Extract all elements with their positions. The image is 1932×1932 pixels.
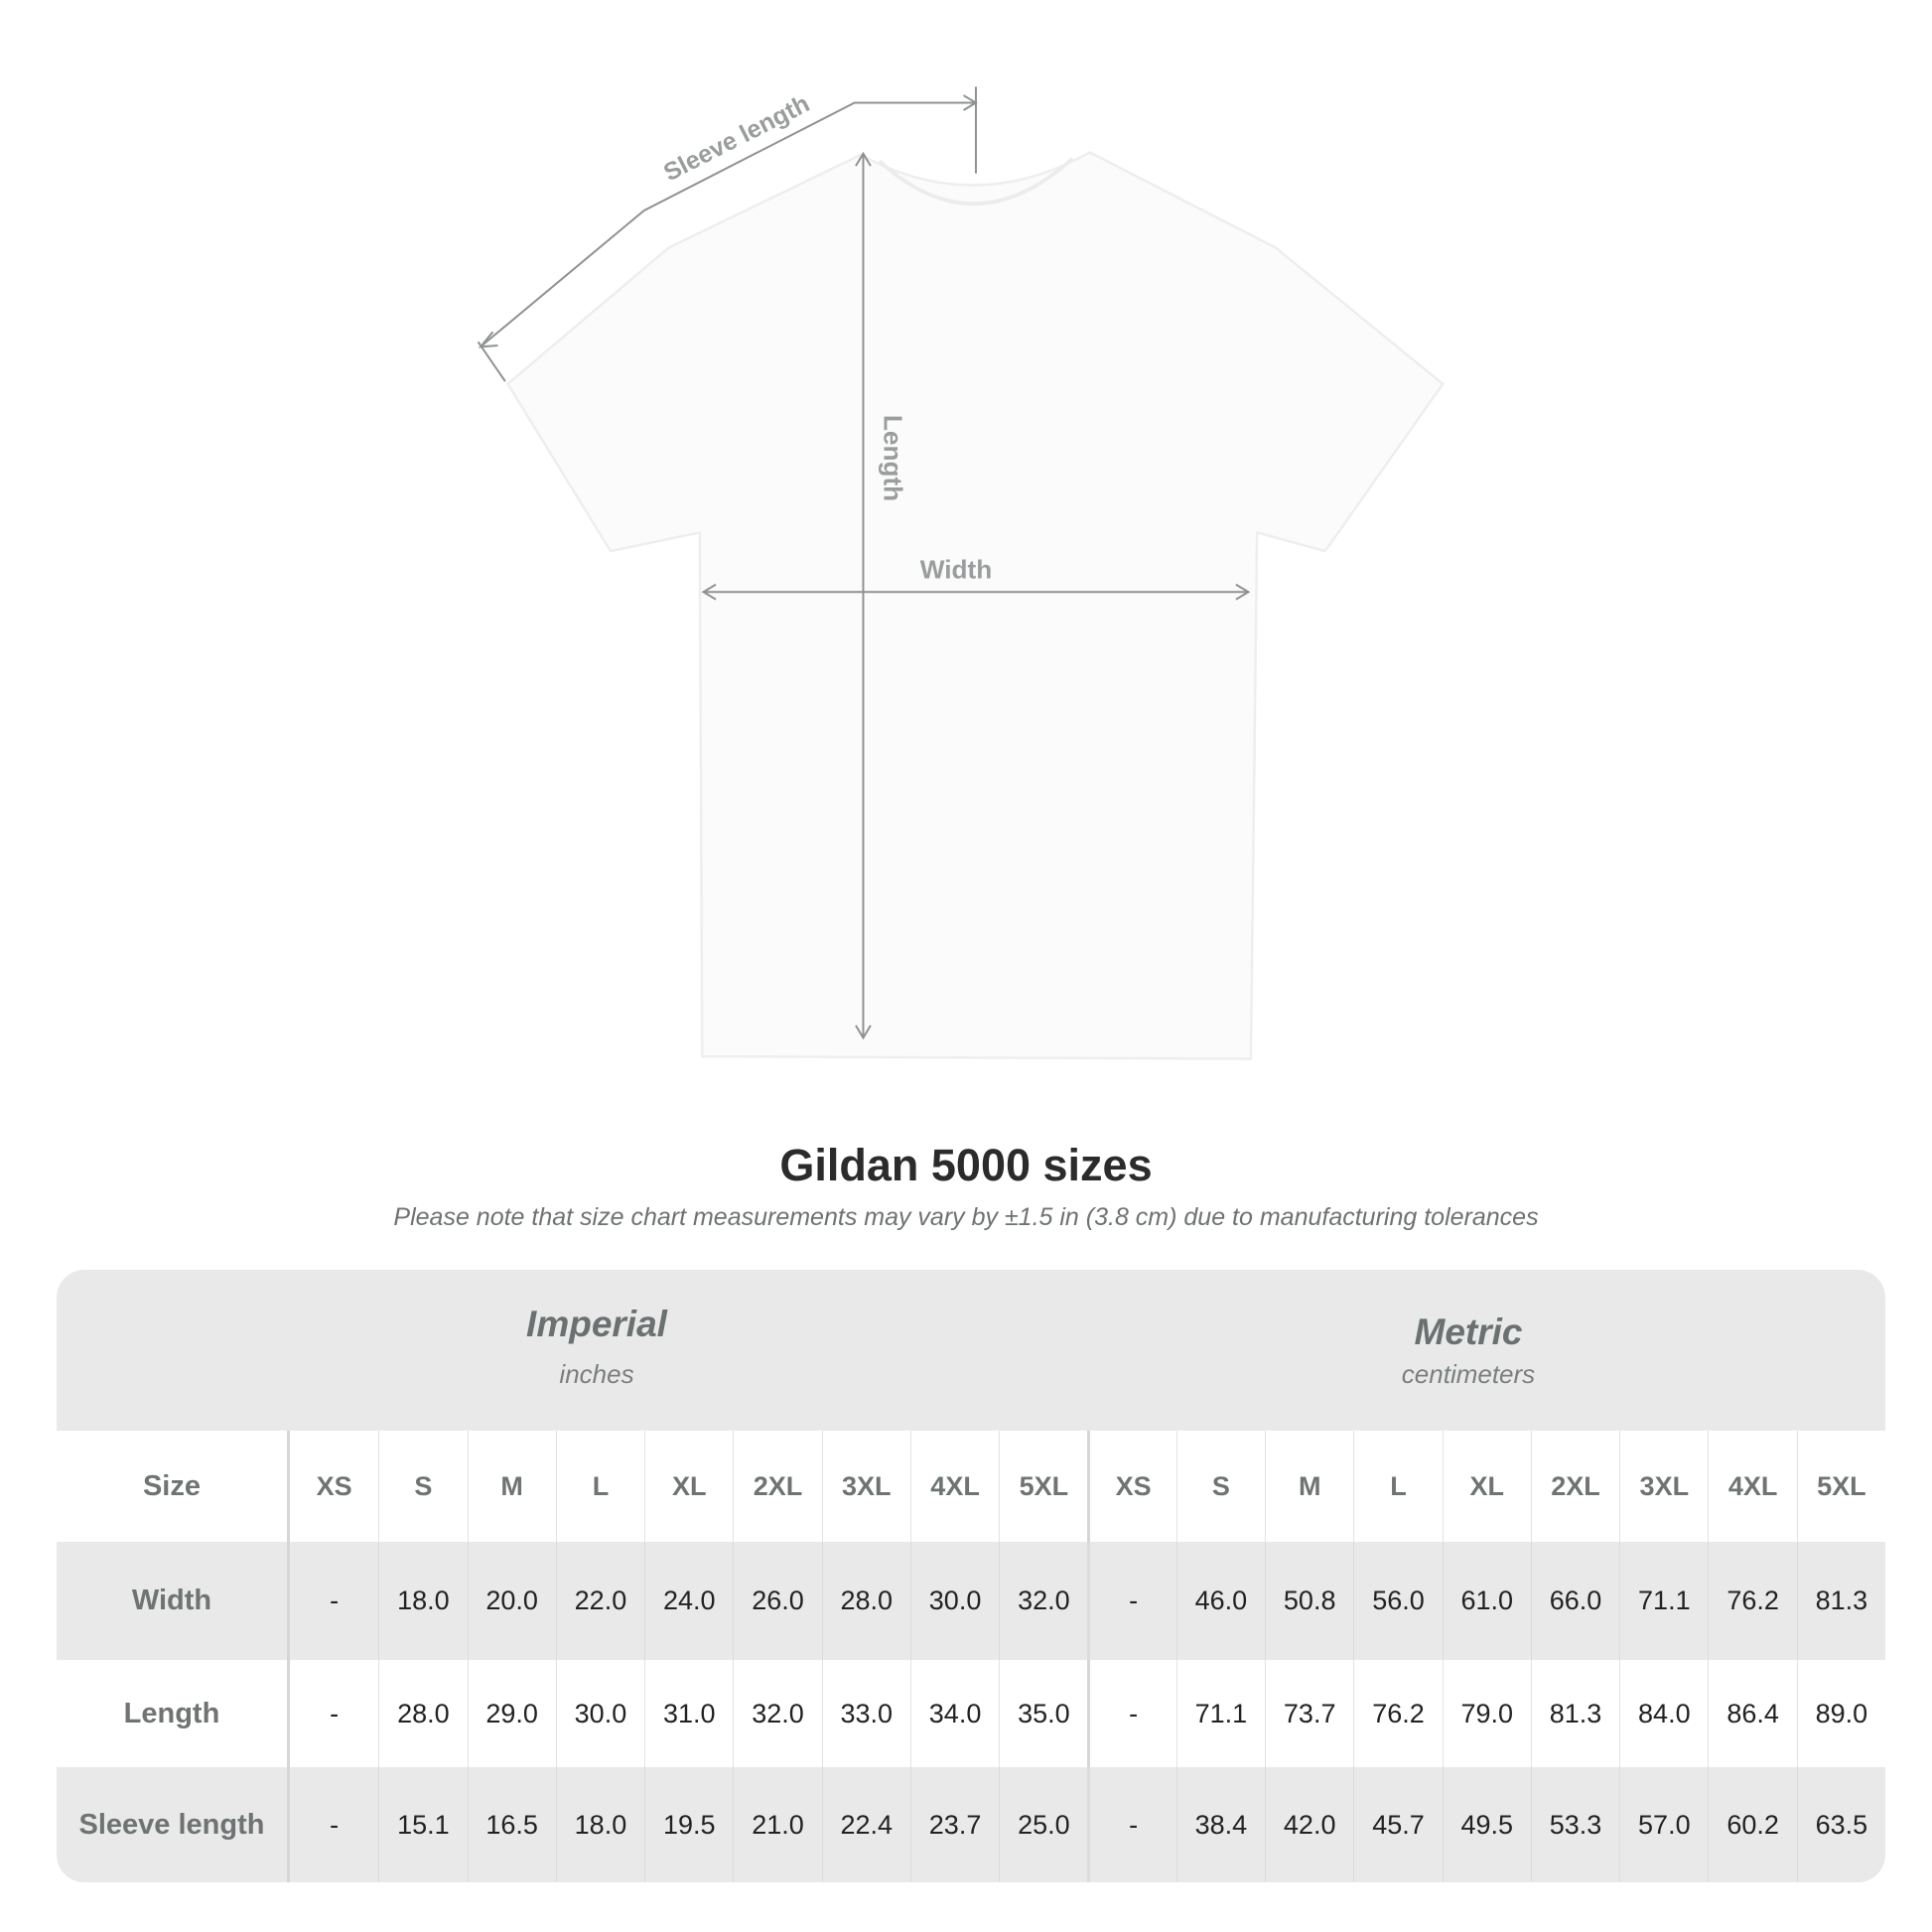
metric-unit: centimeters bbox=[1401, 1359, 1536, 1389]
imperial-cell: 15.1 bbox=[378, 1767, 467, 1882]
metric-cell: 50.8 bbox=[1265, 1542, 1353, 1660]
metric-cell: 56.0 bbox=[1353, 1542, 1442, 1660]
imperial-cell: 31.0 bbox=[644, 1660, 733, 1767]
imperial-cell: - bbox=[330, 1586, 340, 1615]
metric-cell: 71.1 bbox=[1175, 1660, 1265, 1767]
imperial-cell: XL bbox=[644, 1431, 733, 1542]
imperial-cell: 32.0 bbox=[733, 1660, 821, 1767]
imperial-cell: 23.7 bbox=[909, 1767, 999, 1882]
imperial-cell: 22.0 bbox=[555, 1542, 644, 1660]
metric-cell: 49.5 bbox=[1442, 1767, 1531, 1882]
imperial-cell: 18.0 bbox=[378, 1542, 467, 1660]
metric-cell: 89.0 bbox=[1796, 1660, 1885, 1767]
tshirt-collar bbox=[878, 157, 1074, 207]
imperial-cell: 30.0 bbox=[909, 1542, 999, 1660]
imperial-cell: 3XL bbox=[821, 1431, 910, 1542]
metric-cell: 76.2 bbox=[1353, 1660, 1442, 1767]
metric-cell: 2XL bbox=[1530, 1431, 1619, 1542]
imperial-cell: XS bbox=[316, 1470, 352, 1501]
metric-cell: XL bbox=[1442, 1431, 1531, 1542]
size-table: Imperial inches Metric centimeters Size X… bbox=[57, 1270, 1885, 1882]
imperial-cell: 28.0 bbox=[378, 1660, 467, 1767]
imperial-cell: 32.0 bbox=[999, 1542, 1087, 1660]
metric-cell: 45.7 bbox=[1353, 1767, 1442, 1882]
metric-cell: 4XL bbox=[1708, 1431, 1796, 1542]
imperial-cell: 5XL bbox=[999, 1431, 1087, 1542]
imperial-cell: 21.0 bbox=[733, 1767, 821, 1882]
imperial-cell: 16.5 bbox=[467, 1767, 556, 1882]
imperial-cell: 19.5 bbox=[644, 1767, 733, 1882]
metric-cell: 71.1 bbox=[1619, 1542, 1708, 1660]
imperial-header: Imperial inches bbox=[418, 1304, 775, 1390]
metric-cell: 76.2 bbox=[1708, 1542, 1796, 1660]
metric-cell: 66.0 bbox=[1530, 1542, 1619, 1660]
metric-cell: - bbox=[1087, 1660, 1175, 1767]
imperial-cell: 24.0 bbox=[644, 1542, 733, 1660]
imperial-unit: inches bbox=[559, 1359, 634, 1389]
imperial-cell: L bbox=[555, 1431, 644, 1542]
length-label: Length bbox=[879, 415, 908, 501]
row-label: Width bbox=[57, 1542, 290, 1660]
metric-cell: 61.0 bbox=[1442, 1542, 1531, 1660]
table-row: Length -28.0 29.0 30.0 31.0 32.0 33.0 34.0 35.0-… bbox=[57, 1660, 1885, 1767]
metric-cell: 46.0 bbox=[1175, 1542, 1265, 1660]
size-row: Size XS S M L XL 2XL 3XL 4XL 5XL XS S M L XL 2XL 3XL 4XL 5… bbox=[57, 1431, 1885, 1542]
tshirt-image bbox=[505, 151, 1445, 1060]
imperial-cell: 2XL bbox=[733, 1431, 821, 1542]
metric-header: Metric centimeters bbox=[1290, 1311, 1647, 1390]
imperial-cell: - bbox=[330, 1809, 340, 1840]
metric-cell: - bbox=[1087, 1542, 1175, 1660]
sleeve-length-label: Sleeve length bbox=[659, 89, 814, 187]
imperial-title: Imperial bbox=[526, 1304, 667, 1344]
table-row: Sleeve length - 15.1 16.5 18.0 19.5 21.0 22.4 23… bbox=[57, 1767, 1885, 1882]
imperial-cell: 20.0 bbox=[467, 1542, 556, 1660]
metric-cell: 53.3 bbox=[1530, 1767, 1619, 1882]
imperial-cell: 26.0 bbox=[733, 1542, 821, 1660]
imperial-cell: M bbox=[467, 1431, 556, 1542]
imperial-cell: 28.0 bbox=[821, 1542, 910, 1660]
metric-cell: 81.3 bbox=[1796, 1542, 1885, 1660]
metric-cell: 79.0 bbox=[1442, 1660, 1531, 1767]
metric-cell: 57.0 bbox=[1619, 1767, 1708, 1882]
imperial-cell: 30.0 bbox=[555, 1660, 644, 1767]
metric-cell: 86.4 bbox=[1708, 1660, 1796, 1767]
imperial-cell: 34.0 bbox=[909, 1660, 999, 1767]
table-row: Width -18.0 20.0 22.0 24.0 26.0 28.0 30.0 32.0-4… bbox=[57, 1542, 1885, 1660]
imperial-cell: - bbox=[330, 1698, 340, 1728]
row-label: Size bbox=[57, 1431, 290, 1542]
metric-cell: 81.3 bbox=[1530, 1660, 1619, 1767]
metric-cell: 5XL bbox=[1796, 1431, 1885, 1542]
metric-cell: 3XL bbox=[1619, 1431, 1708, 1542]
metric-cell: 73.7 bbox=[1265, 1660, 1353, 1767]
metric-cell: M bbox=[1265, 1431, 1353, 1542]
imperial-cell: 35.0 bbox=[999, 1660, 1087, 1767]
imperial-cell: 22.4 bbox=[821, 1767, 910, 1882]
metric-cell: 60.2 bbox=[1708, 1767, 1796, 1882]
sleeve-length-arrow bbox=[480, 101, 976, 348]
metric-cell: 84.0 bbox=[1619, 1660, 1708, 1767]
imperial-cell: 18.0 bbox=[555, 1767, 644, 1882]
metric-cell: S bbox=[1175, 1431, 1265, 1542]
metric-cell: 42.0 bbox=[1265, 1767, 1353, 1882]
metric-cell: L bbox=[1353, 1431, 1442, 1542]
metric-cell: 38.4 bbox=[1175, 1767, 1265, 1882]
metric-cell: - bbox=[1087, 1767, 1175, 1882]
imperial-cell: 33.0 bbox=[821, 1660, 910, 1767]
row-label: Length bbox=[57, 1660, 290, 1767]
imperial-cell: 29.0 bbox=[467, 1660, 556, 1767]
metric-cell: 63.5 bbox=[1796, 1767, 1885, 1882]
imperial-cell: 25.0 bbox=[999, 1767, 1087, 1882]
metric-cell: XS bbox=[1087, 1431, 1175, 1542]
imperial-cell: S bbox=[378, 1431, 467, 1542]
row-label: Sleeve length bbox=[57, 1767, 290, 1882]
imperial-cell: 4XL bbox=[909, 1431, 999, 1542]
width-label: Width bbox=[920, 555, 992, 585]
sleeve-start-tick bbox=[477, 341, 506, 382]
page-title: Gildan 5000 sizes bbox=[779, 1140, 1153, 1190]
metric-title: Metric bbox=[1414, 1311, 1523, 1352]
tolerance-note: Please note that size chart measurements… bbox=[393, 1203, 1539, 1231]
